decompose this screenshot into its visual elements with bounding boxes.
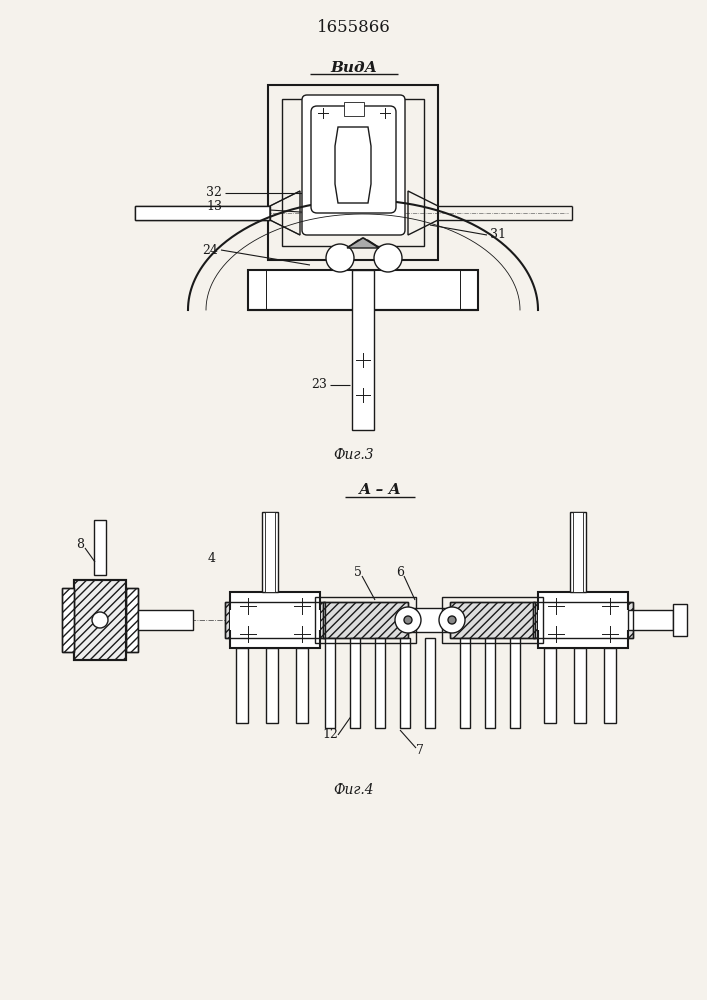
Bar <box>138 610 193 630</box>
Text: 8: 8 <box>76 538 84 552</box>
Circle shape <box>448 616 456 624</box>
Bar <box>425 638 435 728</box>
Bar <box>544 648 556 723</box>
Bar <box>604 648 616 723</box>
Bar <box>236 648 248 723</box>
Bar <box>323 602 408 638</box>
Bar <box>323 602 408 638</box>
Bar <box>325 638 335 728</box>
Bar <box>62 588 74 652</box>
Circle shape <box>326 244 354 272</box>
Bar <box>126 588 138 652</box>
Bar <box>450 602 535 638</box>
Bar <box>442 597 543 643</box>
Bar <box>262 512 278 592</box>
Text: Фиг.4: Фиг.4 <box>334 783 374 797</box>
Bar <box>375 638 385 728</box>
Circle shape <box>439 607 465 633</box>
Text: А – А: А – А <box>358 483 402 497</box>
Bar <box>248 270 478 310</box>
Bar <box>344 102 364 116</box>
Circle shape <box>395 607 421 633</box>
Bar <box>673 604 687 636</box>
Circle shape <box>92 612 108 628</box>
FancyBboxPatch shape <box>302 95 405 235</box>
Circle shape <box>374 244 402 272</box>
Polygon shape <box>347 238 379 248</box>
Text: 4: 4 <box>208 552 216 564</box>
Text: 12: 12 <box>322 728 338 742</box>
Bar <box>450 602 535 638</box>
Bar <box>408 608 450 632</box>
Bar <box>352 270 374 430</box>
Bar <box>94 520 106 575</box>
Bar <box>296 648 308 723</box>
Bar <box>538 610 628 630</box>
Bar <box>282 99 424 246</box>
Bar <box>126 588 138 652</box>
Bar <box>135 206 270 220</box>
Bar <box>266 270 460 310</box>
Bar <box>74 580 126 660</box>
Bar <box>74 580 126 660</box>
Bar <box>225 602 325 638</box>
Bar <box>460 638 470 728</box>
Bar <box>265 512 275 592</box>
Text: 13: 13 <box>206 200 222 214</box>
Bar <box>268 85 438 260</box>
Text: 32: 32 <box>206 186 222 200</box>
Bar <box>485 638 495 728</box>
Bar <box>573 512 583 592</box>
Text: 7: 7 <box>416 744 424 756</box>
Bar <box>510 638 520 728</box>
Text: 6: 6 <box>396 566 404 578</box>
Bar <box>230 592 320 648</box>
Text: 31: 31 <box>490 229 506 241</box>
Bar <box>230 610 320 630</box>
Bar <box>350 638 360 728</box>
Bar <box>574 648 586 723</box>
Text: ВидА: ВидА <box>330 61 378 75</box>
Bar <box>225 602 325 638</box>
Bar <box>533 602 633 638</box>
Bar <box>628 610 673 630</box>
Text: 24: 24 <box>202 243 218 256</box>
Text: 5: 5 <box>354 566 362 578</box>
Text: Фиг.3: Фиг.3 <box>334 448 374 462</box>
Bar <box>315 597 416 643</box>
FancyBboxPatch shape <box>311 106 396 213</box>
Text: 23: 23 <box>311 378 327 391</box>
Circle shape <box>404 616 412 624</box>
Bar <box>62 588 74 652</box>
Bar <box>400 638 410 728</box>
Text: 1655866: 1655866 <box>317 19 391 36</box>
Bar <box>266 648 278 723</box>
Bar <box>533 602 633 638</box>
Bar <box>570 512 586 592</box>
Bar <box>538 592 628 648</box>
